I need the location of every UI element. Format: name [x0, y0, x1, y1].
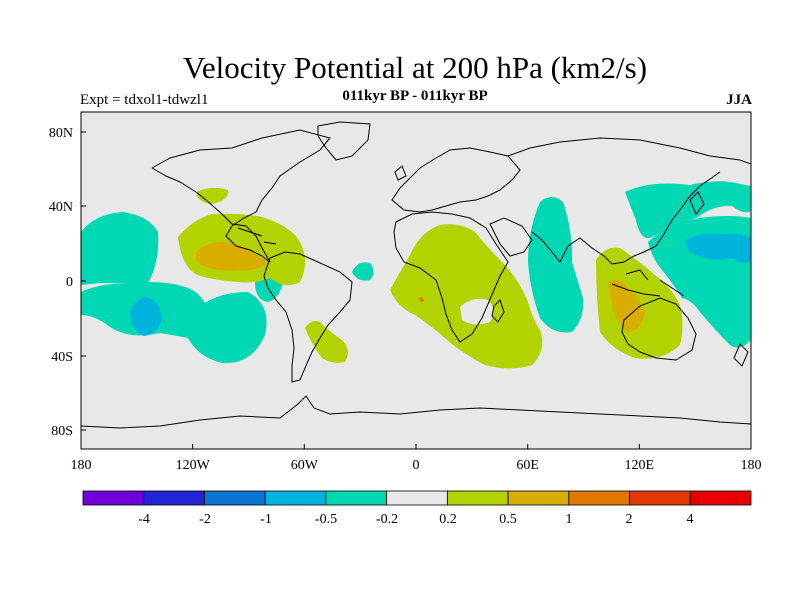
map-subtitle: 011kyr BP - 011kyr BP: [342, 88, 488, 104]
x-tick-label: 180: [71, 458, 92, 473]
colorbar-swatch: [446, 490, 509, 506]
contour-lime-south-america: [305, 320, 348, 363]
contour-orange-africa-spot: [419, 297, 424, 302]
coast-asia: [507, 137, 751, 265]
colorbar-swatch: [325, 490, 388, 506]
coast-new-zealand: [733, 343, 749, 367]
x-tick-label: 180: [741, 458, 762, 473]
coast-indonesia: [611, 269, 685, 297]
contour-teal-south-pacific: [81, 282, 267, 364]
colorbar-swatch: [143, 490, 205, 506]
colorbar-swatch: [264, 490, 327, 506]
contour-teal-north-atlantic-east: [625, 181, 751, 239]
coast-arabia: [489, 217, 533, 257]
experiment-label: Expt = tdxol1-tdwzl1: [80, 92, 209, 108]
colorbar-swatch: [568, 490, 630, 506]
coast-australia: [621, 297, 697, 361]
x-axis-ticks: [80, 444, 752, 449]
map-title: Velocity Potential at 200 hPa (km2/s): [182, 50, 648, 85]
colorbar-swatch: [507, 490, 570, 506]
x-tick-label: 60E: [516, 458, 539, 473]
coast-british-isles: [394, 165, 407, 181]
colorbar-label: 0.5: [499, 512, 517, 527]
colorbar: [82, 490, 752, 506]
x-tick-label: 60W: [291, 458, 319, 473]
coast-japan: [689, 191, 705, 215]
colorbar-label: 0.2: [439, 512, 457, 527]
coast-caribbean: [237, 227, 277, 245]
contour-gold-central-america: [195, 241, 268, 271]
y-tick-label: 40N: [49, 200, 73, 215]
contour-neutral-south-atlantic: [460, 298, 494, 325]
coast-greenland: [317, 121, 371, 161]
x-tick-label: 120E: [625, 458, 655, 473]
contour-cyan-south-pacific: [130, 297, 162, 336]
coastlines: [81, 121, 751, 429]
contour-teal-central-pacific: [81, 212, 159, 285]
x-tick-label: 0: [413, 458, 420, 473]
season-label: JJA: [726, 92, 752, 108]
y-tick-label: 80N: [49, 126, 73, 141]
contour-fills: [81, 181, 751, 369]
y-tick-label: 40S: [51, 350, 73, 365]
colorbar-label: 4: [687, 512, 694, 527]
colorbar-label: -0.5: [315, 512, 337, 527]
coast-antarctica: [81, 395, 751, 429]
y-axis-labels: 80N 40N 0 40S 80S: [49, 126, 73, 439]
contour-lime-north-america: [196, 187, 229, 204]
colorbar-swatch: [386, 490, 448, 506]
colorbar-label: -1: [260, 512, 272, 527]
colorbar-labels: -4 -2 -1 -0.5 -0.2 0.2 0.5 1 2 4: [138, 512, 693, 527]
colorbar-swatch: [82, 490, 145, 506]
y-axis-ticks: [81, 131, 86, 431]
colorbar-label: 1: [566, 512, 573, 527]
coast-north-america: [151, 129, 331, 263]
colorbar-swatch: [204, 490, 266, 506]
colorbar-label: -2: [199, 512, 211, 527]
coast-europe: [391, 147, 521, 213]
contour-teal-indian-ocean: [528, 197, 584, 333]
x-tick-label: 120W: [176, 458, 211, 473]
coast-africa: [393, 211, 509, 343]
y-tick-label: 0: [66, 275, 73, 290]
colorbar-label: -4: [138, 512, 150, 527]
x-axis-labels: 180 120W 60W 0 60E 120E 180: [71, 458, 762, 473]
contour-gold-maritime-continent: [608, 280, 645, 332]
colorbar-label: -0.2: [376, 512, 398, 527]
y-tick-label: 80S: [51, 424, 73, 439]
contour-cyan-west-pacific: [686, 233, 751, 263]
colorbar-swatch: [689, 490, 752, 506]
contour-lime-africa: [390, 224, 543, 369]
colorbar-swatch: [629, 490, 691, 506]
contour-teal-atlantic-north: [352, 262, 374, 281]
coast-south-america: [263, 251, 353, 383]
coast-madagascar: [491, 299, 505, 323]
colorbar-label: 2: [626, 512, 633, 527]
